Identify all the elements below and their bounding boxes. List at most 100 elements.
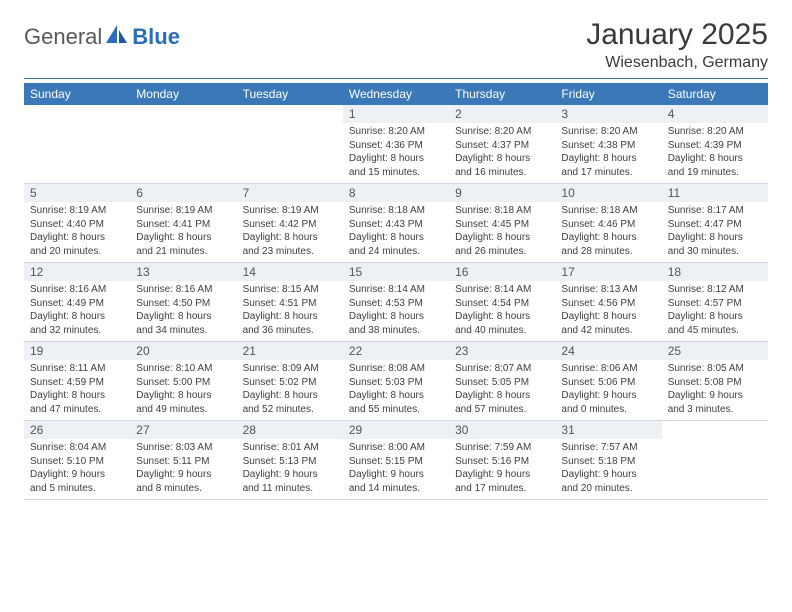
day-line: and 55 minutes.	[349, 403, 443, 417]
day-number: 15	[343, 263, 449, 281]
logo: General Blue	[24, 24, 180, 50]
calendar: Sunday Monday Tuesday Wednesday Thursday…	[24, 83, 768, 500]
day-cell: 8Sunrise: 8:18 AMSunset: 4:43 PMDaylight…	[343, 184, 449, 262]
day-cell: 28Sunrise: 8:01 AMSunset: 5:13 PMDayligh…	[237, 421, 343, 499]
day-line: Daylight: 8 hours	[455, 231, 549, 245]
day-cell: 22Sunrise: 8:08 AMSunset: 5:03 PMDayligh…	[343, 342, 449, 420]
day-cell: 16Sunrise: 8:14 AMSunset: 4:54 PMDayligh…	[449, 263, 555, 341]
day-cell: 27Sunrise: 8:03 AMSunset: 5:11 PMDayligh…	[130, 421, 236, 499]
weeks-container: 1Sunrise: 8:20 AMSunset: 4:36 PMDaylight…	[24, 105, 768, 500]
day-line: Sunrise: 8:20 AM	[561, 125, 655, 139]
day-number: 21	[237, 342, 343, 360]
day-number: 14	[237, 263, 343, 281]
day-number: 29	[343, 421, 449, 439]
day-line: Sunrise: 8:19 AM	[136, 204, 230, 218]
day-line: Sunrise: 8:19 AM	[243, 204, 337, 218]
week-row: 5Sunrise: 8:19 AMSunset: 4:40 PMDaylight…	[24, 184, 768, 263]
day-line: Daylight: 9 hours	[30, 468, 124, 482]
month-title: January 2025	[586, 18, 768, 52]
day-line: and 8 minutes.	[136, 482, 230, 496]
day-number: 18	[662, 263, 768, 281]
day-line: Sunset: 5:15 PM	[349, 455, 443, 469]
day-cell: 30Sunrise: 7:59 AMSunset: 5:16 PMDayligh…	[449, 421, 555, 499]
day-line: Sunset: 4:42 PM	[243, 218, 337, 232]
day-line: Daylight: 8 hours	[349, 231, 443, 245]
day-cell: 23Sunrise: 8:07 AMSunset: 5:05 PMDayligh…	[449, 342, 555, 420]
day-body: Sunrise: 8:09 AMSunset: 5:02 PMDaylight:…	[237, 360, 343, 420]
day-line: Sunset: 5:03 PM	[349, 376, 443, 390]
day-line: Sunset: 5:11 PM	[136, 455, 230, 469]
day-line: Sunrise: 8:18 AM	[455, 204, 549, 218]
day-line: Daylight: 8 hours	[668, 231, 762, 245]
day-line: and 5 minutes.	[30, 482, 124, 496]
day-number: 19	[24, 342, 130, 360]
location: Wiesenbach, Germany	[586, 54, 768, 72]
day-body: Sunrise: 8:20 AMSunset: 4:38 PMDaylight:…	[555, 123, 661, 183]
day-line: Daylight: 8 hours	[136, 231, 230, 245]
day-line: Sunset: 4:39 PM	[668, 139, 762, 153]
day-line: Sunset: 5:02 PM	[243, 376, 337, 390]
day-line: Daylight: 8 hours	[561, 152, 655, 166]
day-line: Sunset: 4:49 PM	[30, 297, 124, 311]
day-line: Sunset: 4:37 PM	[455, 139, 549, 153]
day-body: Sunrise: 8:14 AMSunset: 4:54 PMDaylight:…	[449, 281, 555, 341]
day-line: and 38 minutes.	[349, 324, 443, 338]
day-line: Sunrise: 8:06 AM	[561, 362, 655, 376]
day-cell: 4Sunrise: 8:20 AMSunset: 4:39 PMDaylight…	[662, 105, 768, 183]
day-line: Sunset: 5:06 PM	[561, 376, 655, 390]
day-line: and 26 minutes.	[455, 245, 549, 259]
day-cell: 29Sunrise: 8:00 AMSunset: 5:15 PMDayligh…	[343, 421, 449, 499]
day-cell: 12Sunrise: 8:16 AMSunset: 4:49 PMDayligh…	[24, 263, 130, 341]
day-cell: 15Sunrise: 8:14 AMSunset: 4:53 PMDayligh…	[343, 263, 449, 341]
day-number: 10	[555, 184, 661, 202]
day-number: 5	[24, 184, 130, 202]
day-line: Sunset: 5:05 PM	[455, 376, 549, 390]
day-number: 2	[449, 105, 555, 123]
empty-day	[662, 421, 768, 499]
day-line: Daylight: 8 hours	[243, 310, 337, 324]
day-body: Sunrise: 8:18 AMSunset: 4:45 PMDaylight:…	[449, 202, 555, 262]
day-body: Sunrise: 8:03 AMSunset: 5:11 PMDaylight:…	[130, 439, 236, 499]
day-body: Sunrise: 8:11 AMSunset: 4:59 PMDaylight:…	[24, 360, 130, 420]
day-cell: 13Sunrise: 8:16 AMSunset: 4:50 PMDayligh…	[130, 263, 236, 341]
logo-text-blue: Blue	[132, 24, 180, 50]
day-body: Sunrise: 8:10 AMSunset: 5:00 PMDaylight:…	[130, 360, 236, 420]
day-line: Sunset: 4:43 PM	[349, 218, 443, 232]
day-cell: 20Sunrise: 8:10 AMSunset: 5:00 PMDayligh…	[130, 342, 236, 420]
day-line: Sunset: 5:16 PM	[455, 455, 549, 469]
day-number: 30	[449, 421, 555, 439]
day-line: Daylight: 9 hours	[455, 468, 549, 482]
day-line: Sunset: 4:54 PM	[455, 297, 549, 311]
day-number: 3	[555, 105, 661, 123]
week-row: 26Sunrise: 8:04 AMSunset: 5:10 PMDayligh…	[24, 421, 768, 500]
day-line: Daylight: 9 hours	[561, 389, 655, 403]
day-body: Sunrise: 8:19 AMSunset: 4:40 PMDaylight:…	[24, 202, 130, 262]
day-line: and 16 minutes.	[455, 166, 549, 180]
day-line: and 3 minutes.	[668, 403, 762, 417]
day-line: and 45 minutes.	[668, 324, 762, 338]
day-cell: 2Sunrise: 8:20 AMSunset: 4:37 PMDaylight…	[449, 105, 555, 183]
day-header-sun: Sunday	[24, 83, 130, 105]
day-line: Sunrise: 8:09 AM	[243, 362, 337, 376]
day-line: Daylight: 9 hours	[136, 468, 230, 482]
logo-text-general: General	[24, 24, 102, 50]
day-line: and 20 minutes.	[561, 482, 655, 496]
day-line: and 28 minutes.	[561, 245, 655, 259]
day-number: 31	[555, 421, 661, 439]
day-number: 13	[130, 263, 236, 281]
day-line: Sunrise: 8:10 AM	[136, 362, 230, 376]
day-cell: 11Sunrise: 8:17 AMSunset: 4:47 PMDayligh…	[662, 184, 768, 262]
day-line: Daylight: 8 hours	[136, 389, 230, 403]
day-cell: 7Sunrise: 8:19 AMSunset: 4:42 PMDaylight…	[237, 184, 343, 262]
day-line: Sunrise: 8:01 AM	[243, 441, 337, 455]
day-cell: 14Sunrise: 8:15 AMSunset: 4:51 PMDayligh…	[237, 263, 343, 341]
day-line: and 34 minutes.	[136, 324, 230, 338]
day-header-wed: Wednesday	[343, 83, 449, 105]
day-line: and 52 minutes.	[243, 403, 337, 417]
day-line: Sunset: 4:47 PM	[668, 218, 762, 232]
day-header-fri: Friday	[555, 83, 661, 105]
day-cell: 26Sunrise: 8:04 AMSunset: 5:10 PMDayligh…	[24, 421, 130, 499]
empty-day	[130, 105, 236, 183]
day-body: Sunrise: 8:00 AMSunset: 5:15 PMDaylight:…	[343, 439, 449, 499]
day-line: Daylight: 8 hours	[561, 231, 655, 245]
